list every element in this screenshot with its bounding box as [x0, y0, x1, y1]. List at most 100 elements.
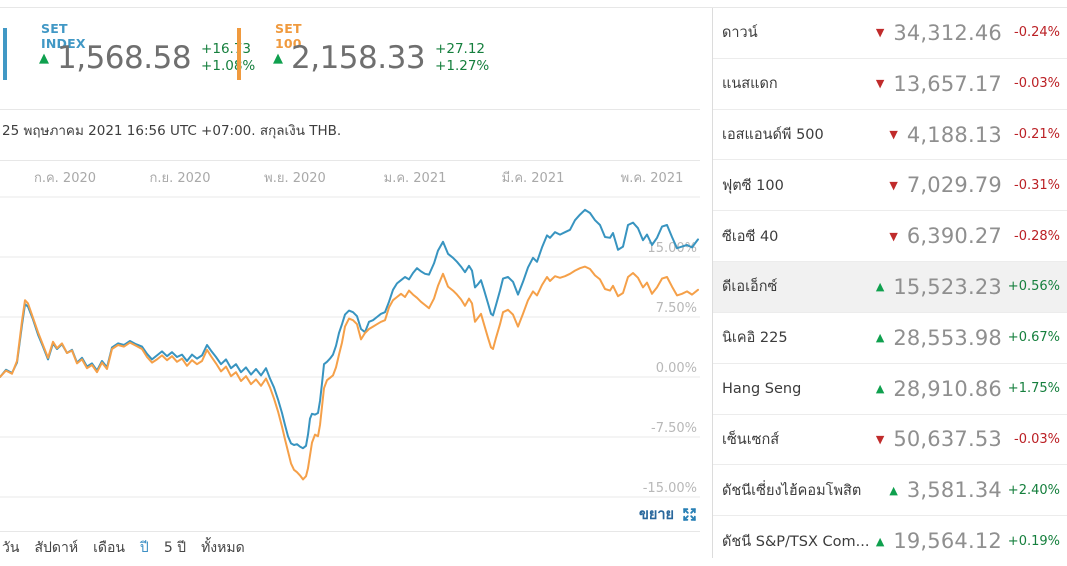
index-value: 28,553.98 — [893, 325, 1002, 350]
index-change-pct: +0.19% — [1007, 533, 1060, 549]
direction-arrow-icon: ▼ — [889, 128, 898, 142]
quote-change-pct: +1.08% — [201, 58, 256, 74]
index-row[interactable]: นิเคอิ 225 ▲ 28,553.98 +0.67% — [713, 313, 1067, 364]
quote-change: +27.12 — [435, 41, 486, 58]
x-axis-label: พ.ย. 2020 — [264, 171, 326, 186]
index-row[interactable]: ดัชนี S&P/TSX Com... ▲ 19,564.12 +0.19% — [713, 516, 1067, 566]
index-row[interactable]: ดาวน์ ▼ 34,312.46 -0.24% — [713, 8, 1067, 59]
direction-arrow-icon: ▲ — [875, 382, 885, 396]
index-change-pct: +0.56% — [1007, 279, 1060, 295]
index-name: ฟุตซี 100 — [722, 177, 784, 194]
expand-icon — [681, 506, 698, 523]
range-option[interactable]: สัปดาห์ — [34, 540, 79, 556]
world-indices-list: ดาวน์ ▼ 34,312.46 -0.24% แนสแดก ▼ 13,657… — [713, 8, 1067, 566]
index-name: นิเคอิ 225 — [722, 330, 788, 347]
series-line-set-100 — [0, 265, 699, 481]
index-change-pct: +0.67% — [1007, 330, 1060, 346]
up-arrow-icon: ▲ — [39, 50, 49, 66]
index-name: Hang Seng — [722, 380, 802, 397]
series-line-set-index — [0, 208, 699, 450]
quote-change: +16.73 — [201, 41, 252, 58]
index-row[interactable]: เซ็นเซกส์ ▼ 50,637.53 -0.03% — [713, 415, 1067, 466]
index-value: 13,657.17 — [893, 71, 1002, 96]
index-change-pct: +1.75% — [1007, 381, 1060, 397]
index-row[interactable]: แนสแดก ▼ 13,657.17 -0.03% — [713, 59, 1067, 110]
index-change-pct: -0.31% — [1014, 177, 1060, 193]
quote-value: 2,158.33 — [291, 40, 426, 76]
index-value: 4,188.13 — [906, 122, 1002, 147]
direction-arrow-icon: ▼ — [889, 229, 898, 243]
index-value: 19,564.12 — [893, 529, 1002, 554]
y-axis-label: -15.00% — [643, 481, 697, 496]
range-selector: วัน สัปดาห์ เดือน ปี 5 ปี ทั้งหมด — [2, 537, 245, 559]
index-change-pct: -0.28% — [1014, 228, 1060, 244]
quote-timestamp: 25 พฤษภาคม 2021 16:56 UTC +07:00. สกุลเง… — [2, 123, 342, 139]
range-option[interactable]: 5 ปี — [163, 540, 187, 556]
index-name: ซีเอซี 40 — [722, 228, 779, 245]
index-row[interactable]: ดีเอเอ็กซ์ ▲ 15,523.23 +0.56% — [713, 262, 1067, 313]
index-value: 6,390.27 — [906, 224, 1002, 249]
y-axis-label: 7.50% — [656, 301, 697, 316]
index-value: 28,910.86 — [893, 376, 1002, 401]
direction-arrow-icon: ▲ — [875, 534, 885, 548]
index-value: 15,523.23 — [893, 274, 1002, 299]
index-row[interactable]: Hang Seng ▲ 28,910.86 +1.75% — [713, 364, 1067, 415]
index-change-pct: -0.24% — [1014, 25, 1060, 41]
price-chart[interactable]: 15.00% 7.50% 0.00% -7.50% -15.00% — [0, 190, 700, 515]
axis-divider — [0, 160, 700, 161]
top-divider — [0, 7, 1067, 8]
index-name: ดีเอเอ็กซ์ — [722, 279, 778, 296]
index-change-pct: -0.21% — [1014, 127, 1060, 143]
index-name: ดาวน์ — [722, 25, 758, 42]
x-axis-label: ก.ค. 2020 — [33, 171, 97, 186]
direction-arrow-icon: ▲ — [889, 483, 898, 497]
header-divider — [0, 109, 700, 110]
range-option[interactable]: เดือน — [93, 540, 125, 556]
y-axis-label: 0.00% — [656, 361, 697, 376]
direction-arrow-icon: ▼ — [875, 432, 885, 446]
panel-divider — [712, 8, 713, 558]
index-row[interactable]: เอสแอนด์พี 500 ▼ 4,188.13 -0.21% — [713, 110, 1067, 161]
set-index-chart-card: SET INDEX ▲ 1,568.58 +16.73 +1.08% SET 1… — [0, 21, 700, 559]
index-row[interactable]: ดัชนีเซี่ยงไฮ้คอมโพสิต ▲ 3,581.34 +2.40% — [713, 465, 1067, 517]
index-name: เซ็นเซกส์ — [722, 431, 780, 448]
range-option[interactable]: ปี — [139, 540, 149, 556]
direction-arrow-icon: ▲ — [875, 280, 885, 294]
x-axis-label: ม.ค. 2021 — [383, 171, 447, 186]
direction-arrow-icon: ▼ — [889, 178, 898, 192]
index-name: เอสแอนด์พี 500 — [722, 127, 824, 144]
direction-arrow-icon: ▼ — [875, 26, 885, 40]
index-value: 7,029.79 — [906, 173, 1002, 198]
footer-divider — [0, 531, 700, 532]
index-value: 34,312.46 — [893, 20, 1002, 45]
x-axis-labels: ก.ค. 2020 ก.ย. 2020 พ.ย. 2020 ม.ค. 2021 มี.ค… — [0, 167, 700, 187]
index-name: ดัชนี S&P/TSX Com... — [722, 533, 870, 550]
index-change-pct: +2.40% — [1007, 482, 1060, 498]
expand-chart-button[interactable]: ขยาย — [639, 503, 698, 526]
direction-arrow-icon: ▲ — [875, 331, 885, 345]
quote-change-pct: +1.27% — [435, 58, 490, 74]
direction-arrow-icon: ▼ — [875, 77, 885, 91]
range-option[interactable]: วัน — [2, 540, 20, 556]
quote-label: SET INDEX — [41, 21, 86, 51]
index-name: ดัชนีเซี่ยงไฮ้คอมโพสิต — [722, 482, 862, 499]
set-100-accent-bar — [237, 28, 241, 80]
y-axis-label: 15.00% — [647, 241, 697, 256]
y-axis-label: -7.50% — [651, 421, 697, 436]
index-value: 3,581.34 — [906, 478, 1002, 503]
index-change-pct: -0.03% — [1014, 76, 1060, 92]
x-axis-label: มี.ค. 2021 — [501, 171, 565, 186]
set-index-accent-bar — [3, 28, 7, 80]
index-row[interactable]: ฟุตซี 100 ▼ 7,029.79 -0.31% — [713, 160, 1067, 212]
up-arrow-icon: ▲ — [273, 50, 283, 66]
index-value: 50,637.53 — [893, 427, 1002, 452]
x-axis-label: ก.ย. 2020 — [149, 171, 211, 186]
index-change-pct: -0.03% — [1014, 431, 1060, 447]
quote-value: 1,568.58 — [57, 40, 192, 76]
quote-label: SET 100 — [275, 21, 302, 51]
x-axis-label: พ.ค. 2021 — [620, 171, 684, 186]
index-row[interactable]: ซีเอซี 40 ▼ 6,390.27 -0.28% — [713, 211, 1067, 263]
index-name: แนสแดก — [722, 76, 778, 93]
range-option[interactable]: ทั้งหมด — [201, 540, 245, 556]
